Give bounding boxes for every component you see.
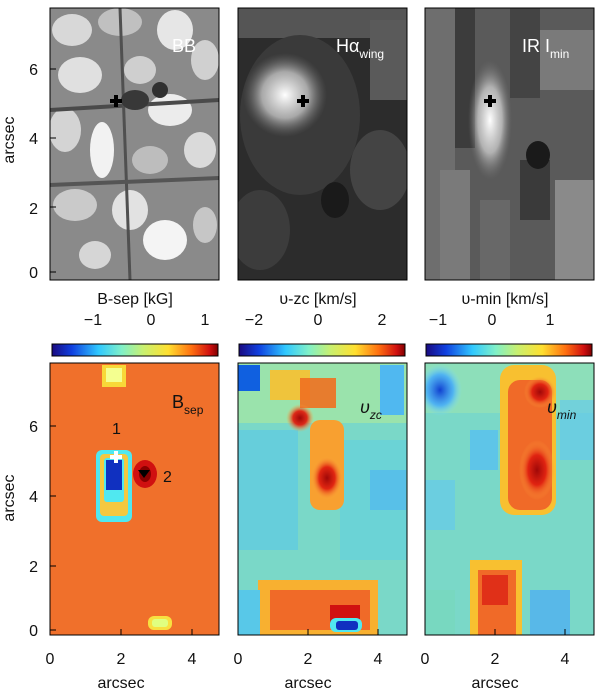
colorbar-vzc-tick-neg: −2 [245, 312, 263, 329]
bottom-y-tick-0: 0 [29, 623, 38, 640]
colorbar-vmin-tick-zero: 0 [488, 312, 497, 329]
colorbar-bsep-title: B-sep [kG] [97, 291, 173, 308]
bottom-y-axis-label: arcsec [1, 474, 18, 521]
top-y-tick-2: 2 [29, 201, 38, 218]
panel-ir [425, 8, 594, 280]
panel-halpha-title: Hαwing [336, 36, 384, 61]
x-axis-label: arcsec [471, 675, 518, 692]
colorbar-bsep-tick-pos: 1 [201, 312, 210, 329]
panel-halpha [238, 8, 407, 280]
x-tick-2: 2 [304, 651, 313, 668]
panel-ir-title-sub: min [550, 47, 569, 61]
panel-halpha-frame [237, 7, 408, 281]
x-tick-0: 0 [46, 651, 55, 668]
x-tick-2: 2 [117, 651, 126, 668]
panel-halpha-title-sub: wing [358, 47, 384, 61]
crosshair-marker [110, 451, 122, 463]
x-tick-4: 4 [374, 651, 383, 668]
panel-vzc-title-main: υ [360, 397, 370, 417]
panel-vzc-title-sub: zc [369, 408, 382, 422]
colorbar-bsep: B-sep [kG] −1 0 1 [51, 291, 219, 357]
top-y-tick-6: 6 [29, 62, 38, 79]
panel-bsep-title-sub: sep [184, 403, 204, 417]
panel-bb [50, 8, 219, 280]
panel-halpha-title-main: Hα [336, 36, 359, 56]
x-axis-label: arcsec [284, 675, 331, 692]
colorbar-vzc-tick-pos: 2 [378, 312, 387, 329]
panel-ir-title-main: IR I [522, 36, 550, 56]
panel-ir-frame [424, 7, 595, 281]
colorbar-bsep-tick-zero: 0 [147, 312, 156, 329]
x-tick-2: 2 [491, 651, 500, 668]
colorbar-vmin: υ-min [km/s] −1 0 1 [425, 291, 593, 357]
crosshair-marker [297, 95, 309, 107]
x-tick-0: 0 [421, 651, 430, 668]
colorbar-vmin-tick-neg: −1 [429, 312, 447, 329]
x-axis-panel3: 0 2 4 arcsec [421, 651, 570, 692]
x-axis-panel2: 0 2 4 arcsec [234, 651, 383, 692]
arrow-marker [138, 470, 150, 478]
panel-bsep-title: Bsep [172, 392, 204, 417]
bottom-y-tick-2: 2 [29, 559, 38, 576]
colorbar-vzc-tick-zero: 0 [314, 312, 323, 329]
panel-vmin-title: υmin [547, 397, 577, 422]
granulation-pattern [50, 8, 219, 280]
x-tick-4: 4 [188, 651, 197, 668]
panel-bb-title: BB [172, 36, 196, 56]
colorbar-vmin-title: υ-min [km/s] [462, 291, 549, 308]
panel-vmin-title-sub: min [557, 408, 577, 422]
colorbar-vzc-title: υ-zc [km/s] [279, 291, 356, 308]
panel-vzc-title: υzc [360, 397, 382, 422]
panel-bsep-title-main: B [172, 392, 184, 412]
tick-marks [50, 68, 566, 635]
panel-vzc [238, 363, 407, 635]
panel-vzc-frame [237, 362, 408, 636]
annotation-1: 1 [112, 421, 121, 438]
crosshair-marker [484, 95, 496, 107]
panel-vmin-frame [424, 362, 595, 636]
x-tick-4: 4 [561, 651, 570, 668]
panel-vmin-title-main: υ [547, 397, 557, 417]
top-y-axis-label: arcsec [1, 116, 18, 163]
x-axis-panel1: 0 2 4 arcsec [46, 651, 197, 692]
colorbar-vzc: υ-zc [km/s] −2 0 2 [238, 291, 406, 357]
colorbar-bsep-tick-neg: −1 [84, 312, 102, 329]
colorbar-vmin-tick-pos: 1 [546, 312, 555, 329]
top-y-tick-0: 0 [29, 265, 38, 282]
panel-bsep [50, 363, 219, 635]
x-axis-label: arcsec [97, 675, 144, 692]
bottom-y-tick-4: 4 [29, 489, 38, 506]
bottom-y-axis: 0 2 4 6 arcsec [1, 419, 38, 640]
x-tick-0: 0 [234, 651, 243, 668]
crosshair-marker [110, 95, 122, 107]
panel-ir-title: IR Imin [522, 36, 569, 61]
top-y-tick-4: 4 [29, 131, 38, 148]
panel-bb-frame [49, 7, 220, 281]
annotation-2: 2 [163, 469, 172, 486]
panel-bsep-frame [49, 362, 220, 636]
top-y-axis: 0 2 4 6 arcsec [1, 62, 38, 282]
panel-vmin [425, 363, 594, 635]
bottom-y-tick-6: 6 [29, 419, 38, 436]
